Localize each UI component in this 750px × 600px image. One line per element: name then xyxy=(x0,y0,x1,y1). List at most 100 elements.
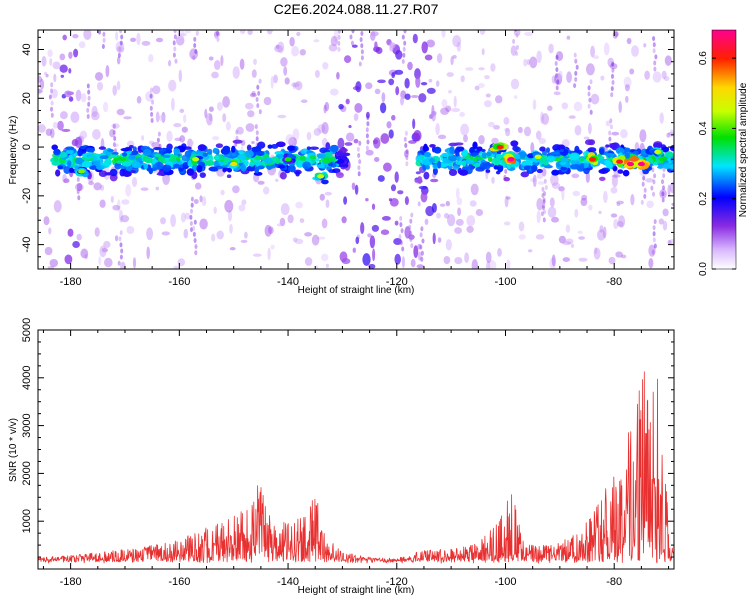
spectrogram-speckle xyxy=(484,74,490,80)
spectrogram-streak xyxy=(554,61,558,66)
spectrogram-streak xyxy=(420,226,424,232)
spectrogram-speckle xyxy=(180,212,187,223)
spectrogram-band-cell xyxy=(583,167,590,175)
spectrogram-speckle xyxy=(538,137,546,145)
spectrogram-speckle xyxy=(580,197,588,207)
spectrogram-speckle xyxy=(75,89,82,102)
spectrogram-speckle xyxy=(101,247,108,253)
spectrogram-peak xyxy=(637,161,645,167)
spectrogram-speckle xyxy=(455,218,464,226)
spectrogram-speckle xyxy=(478,67,485,71)
spectrogram-speckle xyxy=(410,94,419,99)
spectrogram-speckle xyxy=(212,136,220,141)
spectrogram-speckle xyxy=(485,251,492,263)
spectrogram-speckle xyxy=(244,231,248,239)
spectrogram-speckle xyxy=(599,225,604,233)
spectrogram-streak xyxy=(118,236,122,242)
spectrogram-streak xyxy=(76,189,80,195)
spectrogram-speckle xyxy=(96,81,104,91)
spectrogram-speckle xyxy=(325,199,330,208)
spectrogram-speckle xyxy=(381,216,391,221)
spectrogram-speckle xyxy=(80,93,87,103)
spectrogram-speckle xyxy=(287,214,294,224)
spectrogram-speckle xyxy=(321,121,329,135)
spectrogram-speckle xyxy=(299,218,305,223)
spectrogram-band-cell xyxy=(335,172,344,176)
snr-y-label: SNR (10 * v/v) xyxy=(8,418,19,482)
spectrogram-speckle xyxy=(551,254,556,267)
spectrogram-band-cell xyxy=(275,160,280,164)
spectrogram-streak xyxy=(338,17,341,22)
spectrogram-band-cell xyxy=(423,151,431,158)
snr-y-ticks: 1000 2000 3000 4000 5000 xyxy=(21,318,674,558)
spectrogram-band-cell xyxy=(227,167,232,173)
spectrogram-speckle xyxy=(72,240,80,249)
spectrogram-speckle xyxy=(324,191,332,196)
spectrogram-speckle xyxy=(532,174,537,187)
spectrogram-band-cell xyxy=(69,167,75,173)
spectrogram-speckle xyxy=(91,105,98,118)
spectrogram-speckle xyxy=(630,194,635,206)
spectrogram-streak xyxy=(402,46,406,52)
spectrogram-speckle xyxy=(299,49,306,56)
spectrogram-band-cell xyxy=(244,150,254,158)
spectrogram-speckle xyxy=(445,105,452,112)
spectrogram-speckle xyxy=(437,134,447,140)
spectrogram-speckle xyxy=(578,257,588,262)
spectrogram-streak xyxy=(193,36,197,42)
spectrogram-band-cell xyxy=(332,168,341,174)
spectrogram-speckle xyxy=(355,81,362,93)
spectrogram-speckle xyxy=(93,182,102,191)
spectrogram-speckle xyxy=(238,204,246,212)
spectrogram-band-cell xyxy=(253,155,262,160)
spectrogram-band-cell xyxy=(658,156,668,162)
spectrogram-speckle xyxy=(313,39,320,43)
spectrogram-peak xyxy=(589,157,596,162)
spectrogram-speckle xyxy=(372,139,379,145)
spectrogram-speckle xyxy=(330,35,338,47)
spectrogram-speckle xyxy=(112,204,121,211)
spectrogram-speckle xyxy=(53,200,62,213)
spectrogram-speckle xyxy=(432,232,436,245)
spectrogram-speckle xyxy=(487,260,497,269)
y-tick-label: 5000 xyxy=(21,318,33,342)
spectrogram-streak xyxy=(50,82,54,88)
spectrogram-streak xyxy=(357,165,361,171)
spectrogram-speckle xyxy=(626,37,632,45)
spectrogram-speckle xyxy=(90,111,100,121)
spectrogram-speckle xyxy=(623,76,632,88)
spectrogram-streak xyxy=(410,243,414,249)
spectrogram-speckle xyxy=(566,71,573,84)
spectrogram-speckle xyxy=(592,55,600,60)
spectrogram-streak xyxy=(651,249,655,255)
spectrogram-speckle xyxy=(445,200,451,207)
spectrogram-speckle xyxy=(220,55,224,67)
spectrogram-speckle xyxy=(463,134,468,143)
spectrogram-peak xyxy=(654,149,662,155)
spectrogram-speckle xyxy=(504,195,509,208)
spectrogram-speckle xyxy=(603,42,610,56)
spectrogram-band-cell xyxy=(109,154,119,159)
spectrogram-band-cell xyxy=(278,164,286,169)
spectrogram-speckle xyxy=(459,111,465,118)
spectrogram-band-cell xyxy=(584,139,594,146)
spectrogram-band-cell xyxy=(204,160,215,166)
spectrogram-speckle xyxy=(616,202,621,207)
spectrogram-speckle xyxy=(561,102,569,110)
spectrogram-streak xyxy=(194,250,198,256)
spectrogram-streak xyxy=(589,109,593,115)
spectrogram-speckle xyxy=(444,212,450,219)
spectrogram-band-cell xyxy=(615,147,625,155)
spectrogram-streak xyxy=(119,230,123,236)
spectrogram-speckle xyxy=(541,167,547,177)
spectrogram-speckle xyxy=(446,213,456,227)
snr-panel: -180 -160 -140 -120 -100 -80 1000 2000 3000 4000… xyxy=(8,318,675,596)
spectrogram-band-cell xyxy=(96,164,105,171)
spectrogram-peak xyxy=(78,169,85,174)
spectrogram-streak xyxy=(112,142,116,148)
spectrogram-speckle xyxy=(485,93,491,98)
spectrogram-streak xyxy=(194,244,198,250)
spectrogram-band-cell xyxy=(186,168,195,176)
spectrogram-speckle xyxy=(348,125,352,129)
spectrogram-band-cell xyxy=(68,154,73,161)
